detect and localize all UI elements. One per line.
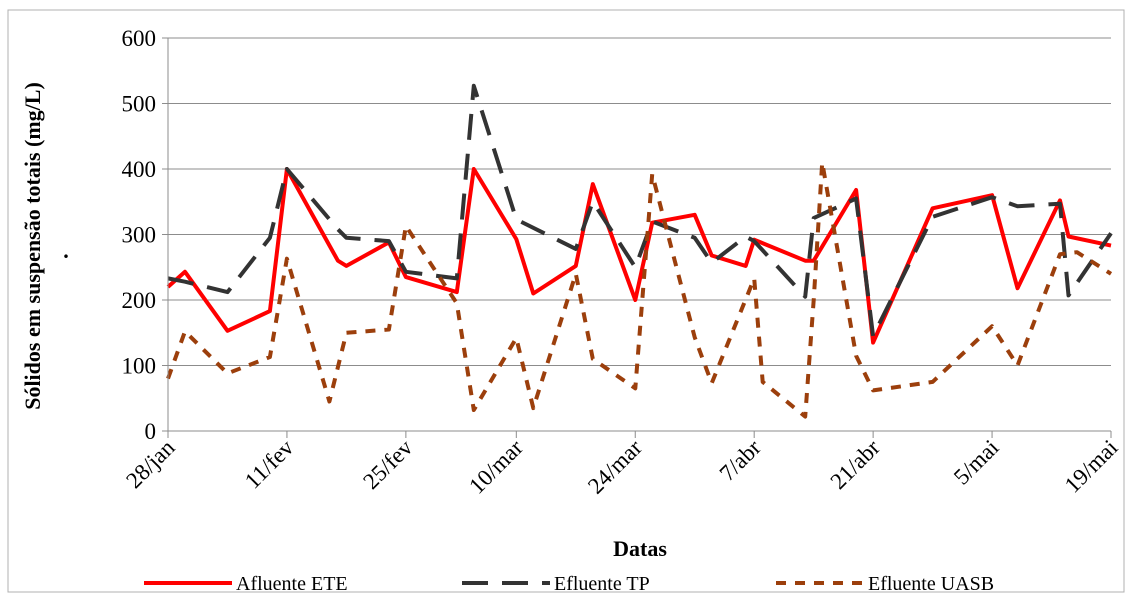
legend-label: Efluente UASB: [868, 573, 994, 595]
y-tick-label: 600: [122, 26, 157, 51]
y-axis-dot: .: [63, 238, 69, 263]
y-tick-label: 500: [122, 92, 157, 117]
y-tick-label: 200: [122, 288, 157, 313]
y-axis-title: Sólidos em suspensão totais (mg/L): [20, 82, 45, 410]
legend-label: Afluente ETE: [236, 573, 348, 595]
legend-label: Efluente TP: [554, 573, 650, 595]
legend: Afluente ETE Efluente TP Efluente UASB: [144, 573, 994, 595]
series-line-efluente-tp: [167, 83, 1113, 338]
y-tick-label: 100: [122, 354, 157, 379]
y-tick-label: 0: [145, 419, 157, 444]
y-tick-labels: 0 100 200 300 400 500 600: [122, 26, 157, 444]
axes: [162, 37, 1112, 438]
y-tick-label: 400: [122, 157, 157, 182]
x-axis-title: Datas: [613, 536, 667, 561]
series-line-afluente-ete: [166, 167, 1112, 345]
series-lines: [166, 83, 1113, 419]
y-tick-label: 300: [122, 223, 157, 248]
